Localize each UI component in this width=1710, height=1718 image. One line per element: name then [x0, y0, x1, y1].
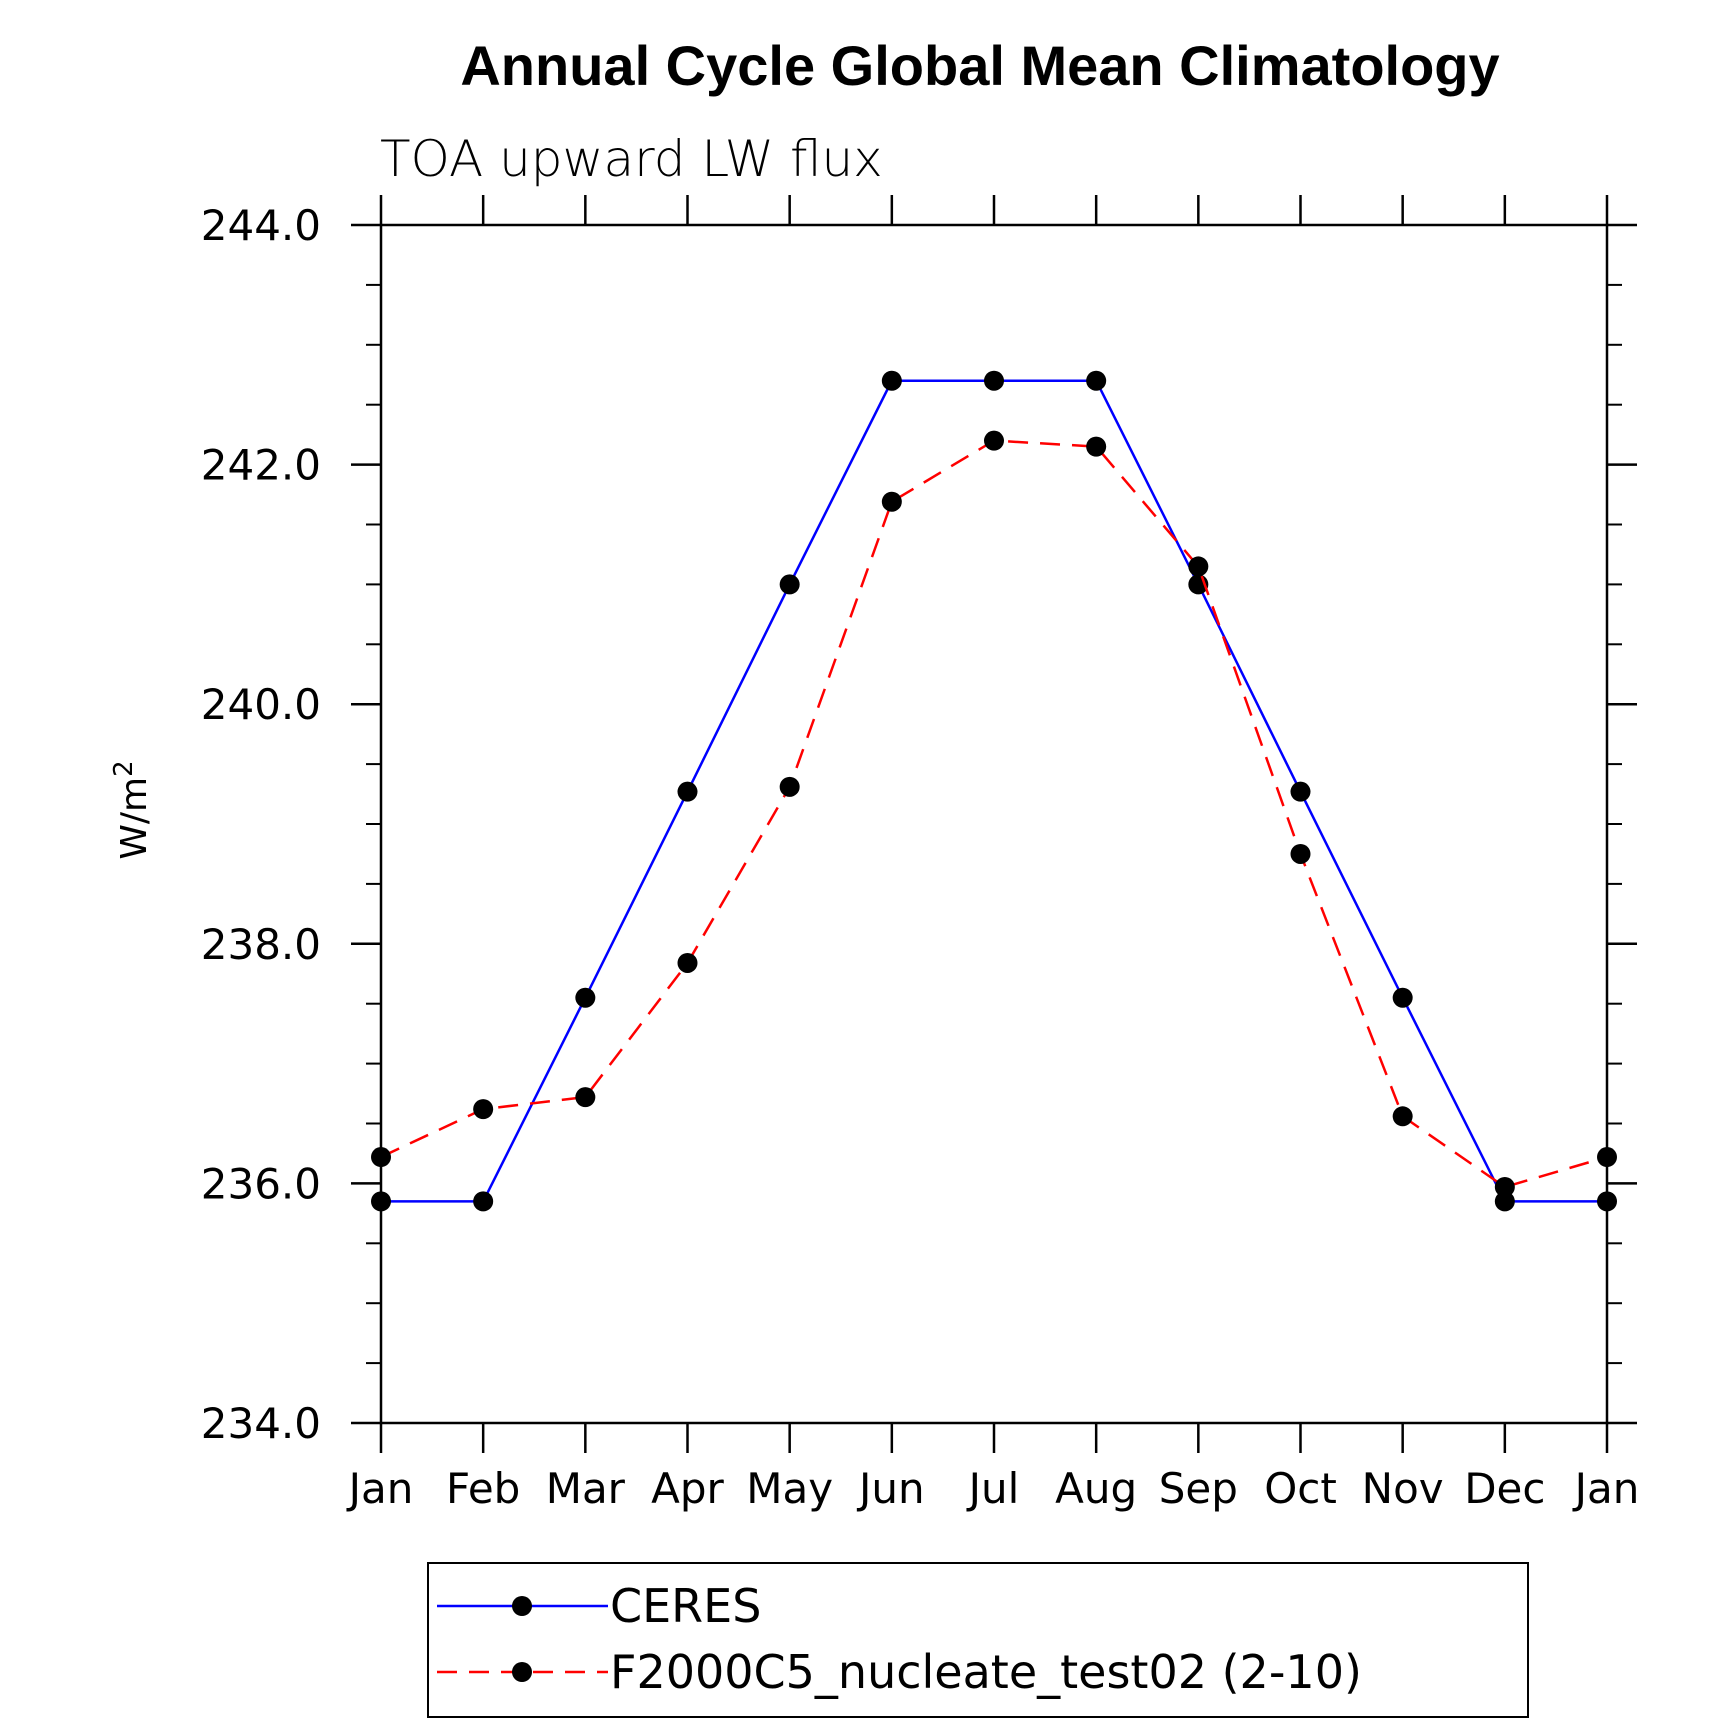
x-tick-label: Jan — [346, 1464, 414, 1513]
x-tick-label: Feb — [446, 1464, 520, 1513]
data-point — [1494, 1176, 1515, 1197]
legend-box — [427, 1562, 1529, 1718]
y-tick-label: 244.0 — [201, 201, 321, 250]
x-tick-label: Jan — [1572, 1464, 1640, 1513]
axes: 234.0 236.0 238.0 240.0 242.0 244.0 Jan Feb Mar A… — [201, 195, 1640, 1513]
data-point — [677, 952, 698, 973]
y-tick-label: 238.0 — [201, 920, 321, 969]
data-point — [677, 781, 698, 802]
legend-label: CERES — [610, 1579, 761, 1633]
x-tick-label: Sep — [1159, 1464, 1238, 1513]
data-point — [575, 987, 596, 1008]
legend-marker — [512, 1596, 532, 1616]
data-point — [1290, 781, 1311, 802]
data-point — [1188, 556, 1209, 577]
y-tick-label: 234.0 — [201, 1399, 321, 1448]
data-point — [473, 1099, 494, 1120]
series-line — [381, 379, 1607, 1203]
data-point — [881, 491, 902, 512]
chart-title: Annual Cycle Global Mean Climatology — [460, 34, 1499, 97]
data-point — [371, 1191, 391, 1212]
data-point — [881, 370, 902, 391]
series-line — [380, 439, 1608, 1189]
series-1 — [371, 370, 1617, 1212]
x-tick-label: Jul — [966, 1464, 1020, 1513]
y-tick-label: 240.0 — [201, 680, 321, 729]
series-2 — [371, 430, 1617, 1197]
series-layer — [371, 370, 1617, 1212]
data-point — [1494, 1191, 1515, 1212]
x-tick-label: Aug — [1055, 1464, 1137, 1513]
chart-subtitle: TOA upward LW flux — [380, 130, 883, 188]
x-tick-label: Mar — [546, 1464, 626, 1513]
data-point — [1392, 1106, 1413, 1127]
legend-label: F2000C5_nucleate_test02 (2-10) — [610, 1645, 1362, 1699]
y-axis-label: W/m2 — [109, 760, 155, 859]
data-point — [1392, 987, 1413, 1008]
data-point — [371, 1147, 391, 1168]
x-tick-label: Apr — [651, 1464, 724, 1513]
x-tick-label: Dec — [1464, 1464, 1545, 1513]
x-tick-label: May — [746, 1464, 833, 1513]
y-tick-label: 242.0 — [201, 441, 321, 490]
data-point — [1086, 370, 1107, 391]
data-point — [779, 574, 800, 595]
x-tick-label: Jun — [856, 1464, 925, 1513]
x-tick-label: Oct — [1264, 1464, 1337, 1513]
data-point — [1597, 1147, 1617, 1168]
data-point — [779, 776, 800, 797]
data-point — [473, 1191, 494, 1212]
data-point — [984, 430, 1004, 451]
legend-entries: CERES F2000C5_nucleate_test02 (2-10) — [437, 1579, 1362, 1699]
legend: CERES F2000C5_nucleate_test02 (2-10) — [427, 1562, 1529, 1718]
data-point — [575, 1087, 596, 1108]
y-tick-label: 236.0 — [201, 1159, 321, 1208]
data-point — [1086, 436, 1107, 457]
data-point — [1290, 843, 1311, 864]
data-point — [984, 370, 1004, 391]
data-point — [1597, 1191, 1617, 1212]
x-tick-label: Nov — [1362, 1464, 1444, 1513]
plot-frame — [379, 223, 1609, 1425]
legend-marker — [512, 1662, 532, 1682]
